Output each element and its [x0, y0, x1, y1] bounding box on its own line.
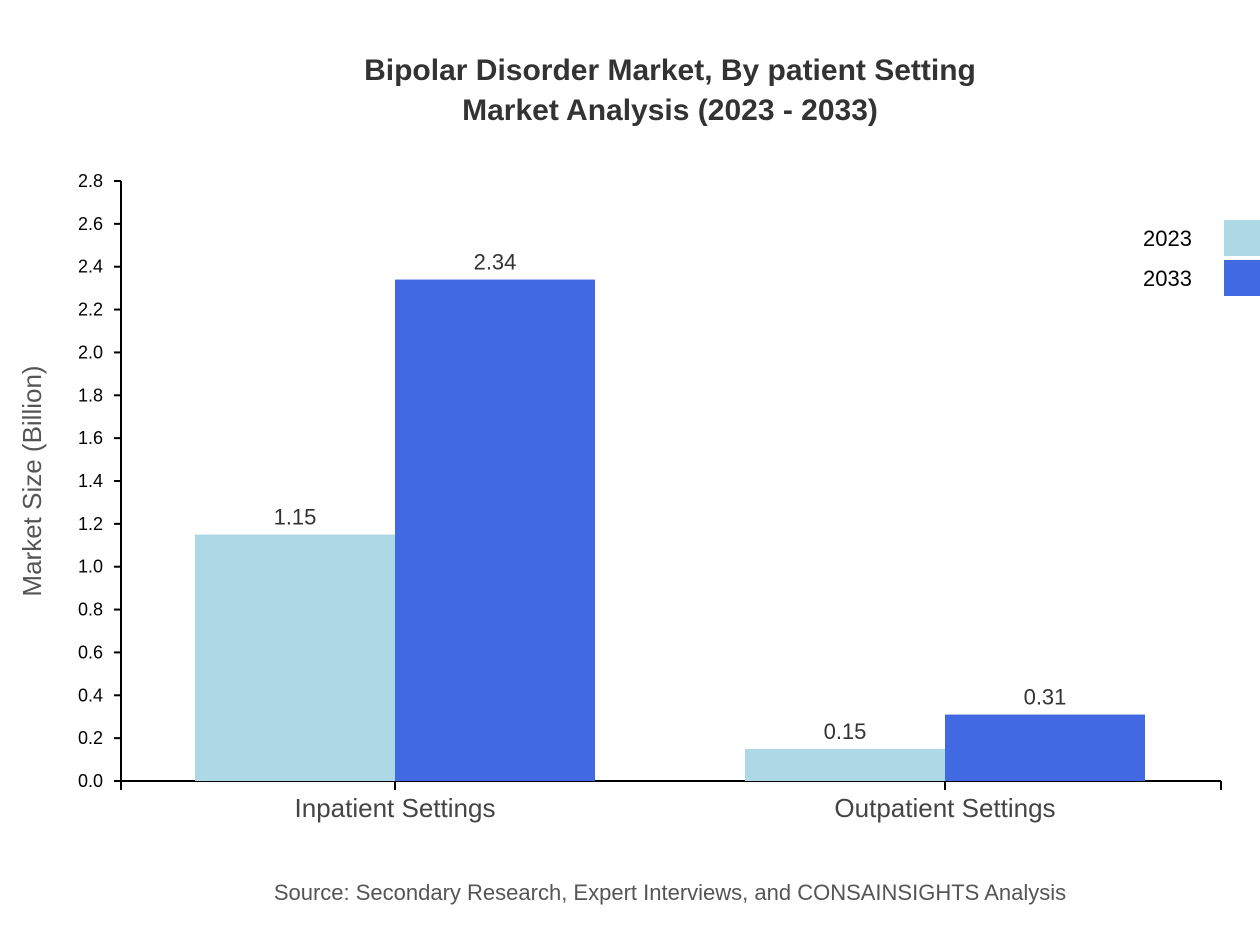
y-tick-label: 1.2 [78, 514, 103, 534]
y-axis-label: Market Size (Billion) [17, 365, 47, 596]
y-tick-label: 1.4 [78, 471, 103, 491]
data-label: 0.31 [1024, 685, 1067, 710]
chart-subtitle: Market Analysis (2023 - 2033) [462, 94, 878, 127]
chart-title: Bipolar Disorder Market, By patient Sett… [364, 54, 976, 87]
y-tick-label: 0.4 [78, 685, 103, 705]
y-tick-label: 1.6 [78, 428, 103, 448]
legend-swatch-2023 [1224, 220, 1260, 256]
x-tick-label: Outpatient Settings [834, 793, 1055, 823]
y-tick-label: 2.6 [78, 214, 103, 234]
x-tick-label: Inpatient Settings [295, 793, 496, 823]
y-tick-label: 2.4 [78, 257, 103, 277]
y-tick-label: 1.0 [78, 557, 103, 577]
y-tick-label: 0.6 [78, 642, 103, 662]
source-note: Source: Secondary Research, Expert Inter… [274, 880, 1066, 905]
bar-2033 [945, 714, 1145, 781]
y-tick-label: 0.0 [78, 771, 103, 791]
y-tick-label: 2.8 [78, 171, 103, 191]
legend-label: 2033 [1143, 266, 1192, 291]
y-tick-label: 2.2 [78, 300, 103, 320]
y-tick-label: 0.8 [78, 600, 103, 620]
bar-2033 [395, 279, 595, 781]
legend-swatch-2033 [1224, 260, 1260, 296]
bar-2023 [745, 748, 945, 781]
y-tick-label: 0.2 [78, 728, 103, 748]
y-tick-label: 2.0 [78, 342, 103, 362]
data-label: 1.15 [274, 505, 317, 530]
y-tick-label: 1.8 [78, 385, 103, 405]
bar-2023 [195, 534, 395, 781]
data-label: 0.15 [824, 719, 867, 744]
data-label: 2.34 [474, 250, 517, 275]
legend-label: 2023 [1143, 226, 1192, 251]
